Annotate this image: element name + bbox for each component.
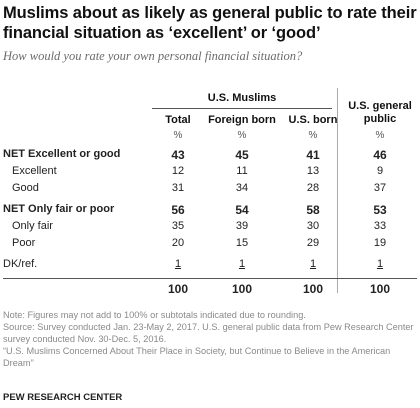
column-header-total: Total [165, 114, 191, 126]
table-row: Poor 20 15 29 19 [0, 237, 420, 255]
table-row: Only fair 35 39 30 33 [0, 220, 420, 238]
row-label: Poor [12, 237, 36, 249]
table-cell: 1 [309, 258, 317, 270]
column-divider [337, 88, 338, 293]
table-cell: 53 [373, 203, 387, 217]
table-cell: 33 [373, 220, 387, 232]
table-row: DK/ref. 1 1 1 1 [0, 258, 420, 276]
pct-label-total: % [173, 130, 183, 141]
table-cell: 30 [306, 220, 320, 232]
table-row: NET Only fair or poor 56 54 58 53 [0, 203, 420, 221]
row-label: Only fair [12, 220, 53, 232]
table-cell: 1 [174, 258, 182, 270]
table-cell: 43 [171, 148, 185, 162]
footer-credit: PEW RESEARCH CENTER [3, 392, 123, 403]
table-row: NET Excellent or good 43 45 41 46 [0, 148, 420, 166]
column-header-general-public: U.S. general public [348, 100, 412, 125]
total-separator [3, 278, 417, 279]
note-rounding: Note: Figures may not add to 100% or sub… [3, 310, 306, 320]
table-row: Good 31 34 28 37 [0, 182, 420, 200]
table-cell: 100 [167, 282, 189, 296]
table-cell: 29 [306, 237, 320, 249]
table-cell: 58 [306, 203, 320, 217]
row-label: NET Only fair or poor [3, 203, 115, 215]
table-cell: 46 [373, 148, 387, 162]
note-source: Source: Survey conducted Jan. 23-May 2, … [3, 322, 414, 344]
table-cell: 11 [236, 165, 248, 177]
table-cell: 35 [171, 220, 185, 232]
table-cell: 19 [373, 237, 387, 249]
column-header-foreign-born: Foreign born [208, 114, 276, 126]
table-cell: 34 [235, 182, 249, 194]
table-cell: 100 [302, 282, 324, 296]
table-cell: 15 [235, 237, 249, 249]
table-cell: 28 [306, 182, 320, 194]
chart-title: Muslims about as likely as general publi… [3, 4, 417, 42]
table-cell: 9 [376, 165, 384, 177]
table-cell: 13 [306, 165, 320, 177]
table-row: Excellent 12 11 13 9 [0, 165, 420, 183]
table-cell: 41 [306, 148, 320, 162]
table-cell: 39 [235, 220, 249, 232]
table-cell: 31 [171, 182, 185, 194]
table-cell: 20 [171, 237, 185, 249]
row-label: DK/ref. [3, 258, 38, 270]
note-report-title: “U.S. Muslims Concerned About Their Plac… [3, 346, 391, 368]
table-cell: 37 [373, 182, 387, 194]
row-label: Good [12, 182, 39, 194]
row-label: NET Excellent or good [3, 148, 121, 160]
table-cell: 54 [235, 203, 249, 217]
table-cell: 56 [171, 203, 185, 217]
pct-label-general-public: % [375, 130, 385, 141]
pct-label-foreign-born: % [237, 130, 247, 141]
table-cell: 45 [235, 148, 249, 162]
column-header-us-born: U.S. born [288, 114, 338, 126]
row-label: Excellent [12, 165, 57, 177]
table-cell: 100 [231, 282, 253, 296]
table-row: 100 100 100 100 [0, 282, 420, 300]
table-cell: 1 [238, 258, 246, 270]
chart-subtitle: How would you rate your own personal fin… [3, 49, 303, 63]
group-header-underline [152, 108, 332, 109]
table-cell: 100 [369, 282, 391, 296]
table-cell: 1 [376, 258, 384, 270]
notes: Note: Figures may not add to 100% or sub… [3, 309, 417, 369]
table-cell: 12 [171, 165, 185, 177]
pct-label-us-born: % [308, 130, 318, 141]
group-header-us-muslims: U.S. Muslims [207, 92, 277, 104]
